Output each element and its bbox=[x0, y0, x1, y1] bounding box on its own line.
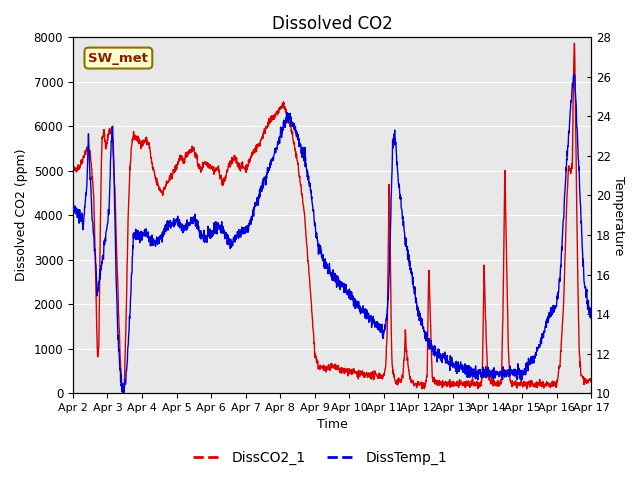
Legend: DissCO2_1, DissTemp_1: DissCO2_1, DissTemp_1 bbox=[188, 445, 452, 471]
Y-axis label: Dissolved CO2 (ppm): Dissolved CO2 (ppm) bbox=[15, 149, 28, 281]
Text: SW_met: SW_met bbox=[88, 51, 148, 65]
X-axis label: Time: Time bbox=[317, 419, 348, 432]
Y-axis label: Temperature: Temperature bbox=[612, 176, 625, 255]
Title: Dissolved CO2: Dissolved CO2 bbox=[272, 15, 392, 33]
